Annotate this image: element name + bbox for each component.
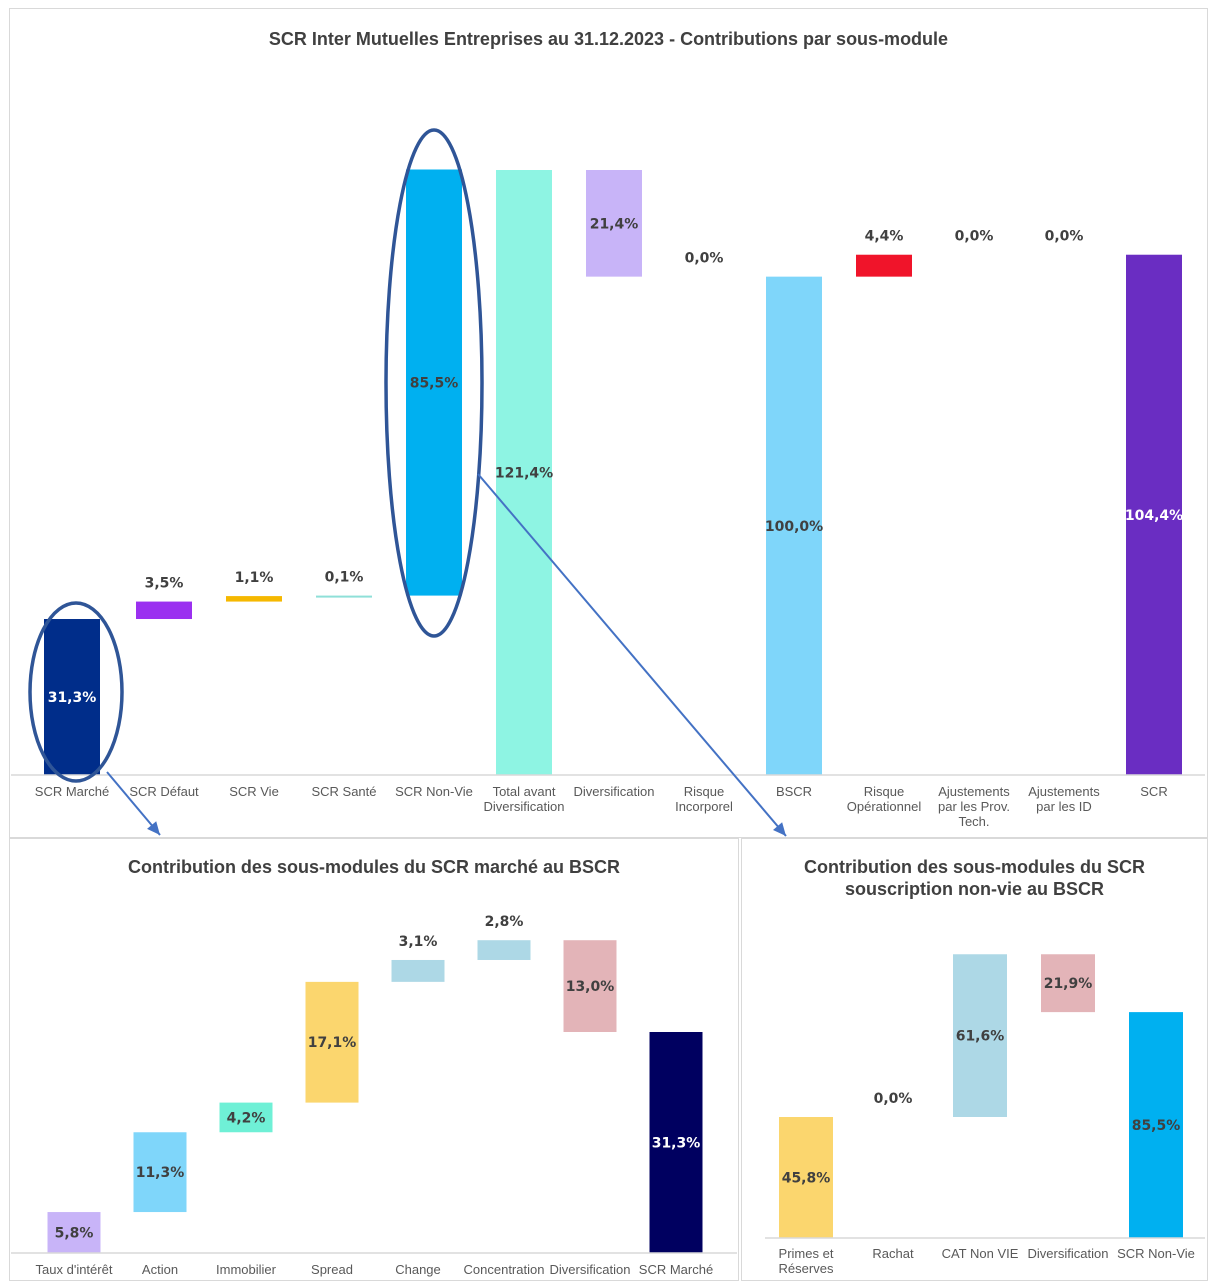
overview-tick-label-8-0: BSCR	[776, 784, 812, 799]
market-bar-3	[305, 981, 359, 1103]
overview-bar-2	[226, 596, 282, 602]
market-bar-5	[477, 940, 531, 960]
overview-data-label-12: 104,4%	[1125, 508, 1183, 524]
overview-tick-label-9-0: Risque	[864, 784, 904, 799]
market-data-label-1: 11,3%	[136, 1165, 185, 1181]
market-data-label-3: 17,1%	[308, 1035, 357, 1051]
nonlife-bar-3	[1041, 954, 1095, 1013]
overview-tick-label-7-0: Risque	[684, 784, 724, 799]
nonlife-tick-label-0-1: Réserves	[779, 1261, 834, 1276]
market-chart-panel: Contribution des sous-modules du SCR mar…	[9, 838, 739, 1281]
overview-data-label-1: 3,5%	[145, 576, 184, 592]
overview-tick-label-6-0: Diversification	[574, 784, 655, 799]
market-bar-0	[47, 1212, 101, 1253]
arrow-to-market-chart-head	[147, 821, 160, 835]
nonlife-data-label-2: 61,6%	[956, 1029, 1005, 1045]
overview-tick-label-9-1: Opérationnel	[847, 799, 922, 814]
market-tick-label-7-0: SCR Marché	[639, 1262, 713, 1277]
overview-tick-label-5-0: Total avant	[493, 784, 556, 799]
market-tick-label-0-0: Taux d'intérêt	[36, 1262, 113, 1277]
market-bar-4	[391, 959, 445, 982]
market-data-label-2: 4,2%	[227, 1110, 266, 1126]
nonlife-data-label-3: 21,9%	[1044, 976, 1093, 992]
overview-bar-4	[406, 169, 462, 596]
overview-bar-9	[856, 254, 912, 277]
market-tick-label-4-0: Change	[395, 1262, 441, 1277]
overview-data-label-2: 1,1%	[235, 570, 274, 586]
market-tick-label-1-0: Action	[142, 1262, 178, 1277]
market-tick-label-2-0: Immobilier	[216, 1262, 277, 1277]
market-data-label-0: 5,8%	[55, 1226, 94, 1242]
nonlife-bar-2	[953, 954, 1007, 1117]
market-data-label-6: 13,0%	[566, 979, 615, 995]
top-chart-panel: SCR Inter Mutuelles Entreprises au 31.12…	[9, 8, 1208, 838]
overview-tick-label-10-2: Tech.	[958, 814, 989, 829]
overview-bar-6	[586, 170, 642, 277]
overview-tick-label-12-0: SCR	[1140, 784, 1167, 799]
overview-data-label-5: 121,4%	[495, 466, 553, 482]
nonlife-chart-title-line1: Contribution des sous-modules du SCR	[804, 857, 1145, 877]
overview-data-label-4: 85,5%	[410, 376, 459, 392]
nonlife-bar-4	[1129, 1012, 1183, 1238]
overview-data-label-7: 0,0%	[685, 251, 724, 267]
overview-tick-label-11-0: Ajustements	[1028, 784, 1100, 799]
market-tick-label-3-0: Spread	[311, 1262, 353, 1277]
arrow-to-market-chart-line	[106, 771, 161, 836]
overview-tick-label-10-1: par les Prov.	[938, 799, 1010, 814]
overview-tick-label-3-0: SCR Santé	[311, 784, 376, 799]
overview-tick-label-11-1: par les ID	[1036, 799, 1092, 814]
highlight-ellipse-scr-marche	[28, 601, 124, 783]
nonlife-data-label-4: 85,5%	[1132, 1118, 1181, 1134]
market-data-label-5: 2,8%	[485, 914, 524, 930]
highlight-ellipse-scr-non-vie	[384, 128, 484, 638]
overview-tick-label-1-0: SCR Défaut	[129, 784, 199, 799]
market-tick-label-5-0: Concentration	[464, 1262, 545, 1277]
overview-data-label-9: 4,4%	[865, 229, 904, 245]
top-chart-title: SCR Inter Mutuelles Entreprises au 31.12…	[268, 29, 949, 49]
nonlife-tick-label-3-0: Diversification	[1028, 1246, 1109, 1261]
market-bar-6	[563, 940, 617, 1032]
overview-tick-label-4-0: SCR Non-Vie	[395, 784, 473, 799]
nonlife-tick-label-1-0: Rachat	[872, 1246, 914, 1261]
nonlife-data-label-1: 0,0%	[874, 1091, 913, 1107]
overview-data-label-11: 0,0%	[1045, 229, 1084, 245]
overview-tick-label-5-1: Diversification	[484, 799, 565, 814]
nonlife-tick-label-4-0: SCR Non-Vie	[1117, 1246, 1195, 1261]
overview-tick-label-10-0: Ajustements	[938, 784, 1010, 799]
overview-bar-0	[44, 619, 100, 775]
market-data-label-4: 3,1%	[399, 934, 438, 950]
arrow-to-nonlife-chart-line	[477, 473, 787, 837]
market-bar-7	[649, 1032, 703, 1253]
overview-data-label-8: 100,0%	[765, 519, 823, 535]
arrow-to-nonlife-chart-head	[773, 822, 786, 836]
market-chart-title: Contribution des sous-modules du SCR mar…	[127, 857, 621, 877]
overview-bar-3	[316, 595, 372, 598]
market-tick-label-6-0: Diversification	[550, 1262, 631, 1277]
market-data-label-7: 31,3%	[652, 1136, 701, 1152]
overview-bar-5	[496, 170, 552, 775]
overview-data-label-0: 31,3%	[48, 690, 97, 706]
overview-bar-8	[766, 276, 822, 775]
overview-tick-label-7-1: Incorporel	[675, 799, 733, 814]
overview-data-label-3: 0,1%	[325, 570, 364, 586]
market-bar-1	[133, 1132, 187, 1213]
market-bar-2	[219, 1102, 273, 1133]
nonlife-tick-label-2-0: CAT Non VIE	[942, 1246, 1019, 1261]
overview-tick-label-0-0: SCR Marché	[35, 784, 109, 799]
overview-data-label-6: 21,4%	[590, 216, 639, 232]
overview-tick-label-2-0: SCR Vie	[229, 784, 279, 799]
overview-data-label-10: 0,0%	[955, 229, 994, 245]
nonlife-chart-title-line2: souscription non-vie au BSCR	[844, 879, 1105, 899]
nonlife-bar-0	[779, 1117, 833, 1238]
nonlife-tick-label-0-0: Primes et	[779, 1246, 834, 1261]
overview-bar-12	[1126, 254, 1182, 775]
overview-bar-1	[136, 601, 192, 620]
nonlife-data-label-0: 45,8%	[782, 1171, 831, 1187]
